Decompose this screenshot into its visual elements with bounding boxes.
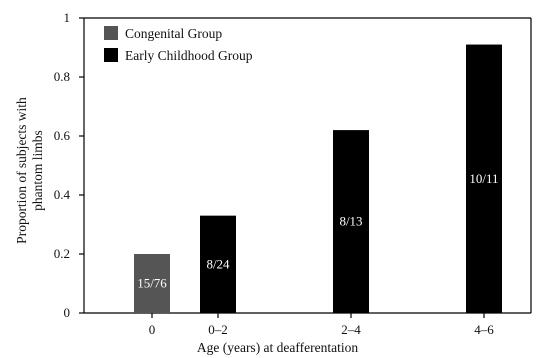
y-axis-label-line: Proportion of subjects with <box>14 97 29 244</box>
y-tick-label: 0.8 <box>54 69 70 84</box>
bar-data-label: 8/13 <box>339 214 362 229</box>
x-axis-label: Age (years) at deafferentation <box>197 340 359 355</box>
bar <box>200 215 236 313</box>
y-tick-label: 0.2 <box>54 246 70 261</box>
bar <box>333 130 369 313</box>
legend: Congenital Group Early Childhood Group <box>104 26 253 63</box>
y-tick-label: 1 <box>64 10 71 25</box>
x-tick-label: 0 <box>149 322 156 337</box>
y-tick-label: 0.6 <box>54 128 71 143</box>
x-tick-label: 2–4 <box>341 322 361 337</box>
bar-data-label: 15/76 <box>137 276 167 291</box>
legend-swatch <box>104 26 118 40</box>
bar <box>134 254 170 313</box>
bar-data-label: 10/11 <box>469 171 498 186</box>
legend-entry-label: Congenital Group <box>125 26 222 41</box>
y-tick-label: 0.4 <box>54 187 71 202</box>
x-tick-label: 0–2 <box>208 322 228 337</box>
legend-swatch <box>104 48 118 62</box>
x-tick-label: 4–6 <box>474 322 494 337</box>
bar-data-label: 8/24 <box>206 256 230 271</box>
bars-layer: 15/76 8/24 8/13 10/11 <box>134 44 502 314</box>
y-axis-label-line: phantom limbs <box>30 130 45 211</box>
y-axis-label: Proportion of subjects withphantom limbs <box>14 97 45 244</box>
axis-labels-layer: Age (years) at deafferentation Proportion… <box>14 97 358 355</box>
legend-entry-label: Early Childhood Group <box>125 48 253 63</box>
bar <box>466 44 502 314</box>
y-tick-label: 0 <box>64 305 71 320</box>
